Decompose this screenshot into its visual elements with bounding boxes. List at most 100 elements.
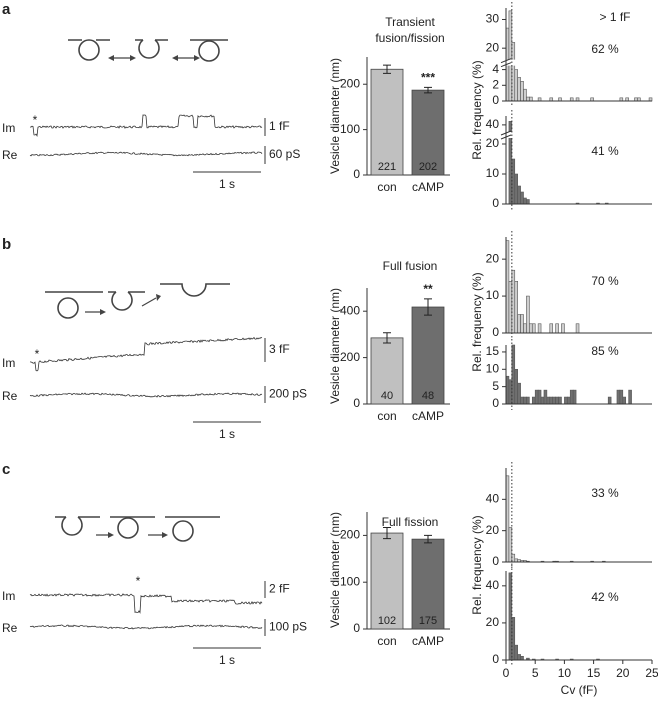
y-tick-label: 0 [492,93,499,107]
histogram-bar [572,389,577,405]
re-label: Re [2,621,18,635]
axis-break [500,132,652,138]
y-tick-label: 20 [486,523,500,537]
y-axis-label: Rel. frequency (%) [470,272,484,371]
histogram-bar [523,396,527,405]
y-tick-label: 20 [486,136,500,150]
arrowhead [108,532,168,538]
histogram-bar [555,323,559,334]
im-scale-label: 3 fF [269,342,290,356]
stimulus-marker: * [33,113,38,127]
category-label: con [377,409,396,423]
histogram-bar [517,382,521,405]
im-label: Im [2,356,15,370]
histogram-bar [517,314,521,334]
schematics [45,39,230,542]
re-trace [29,151,263,157]
percentage-label: 62 % [591,42,619,56]
vesicle [138,39,160,59]
histogram-bar [526,96,530,102]
panel-label: b [2,236,11,253]
significance: *** [421,71,435,85]
percentage-label: 85 % [591,344,619,358]
histogram-bar [564,396,568,405]
y-tick-label: 10 [486,361,500,375]
sample-size: 221 [378,161,396,173]
histogram-bar [552,396,556,405]
category-label: cAMP [412,409,444,423]
histogram-bar [628,389,632,405]
histogram-bar [619,389,624,405]
y-tick-label: 0 [353,167,360,181]
histogram-bar [537,323,542,334]
error-bar [424,298,432,316]
bar [411,538,445,630]
histogram-bar [514,644,518,661]
y-tick-label: 100 [340,574,360,588]
histogram-bar [607,396,612,405]
y-tick-label: 0 [492,325,499,339]
membrane [160,283,230,297]
y-tick-label: 0 [492,652,499,666]
histogram-bar [543,389,548,405]
histogram-bar [526,199,530,205]
y-axis-label: Vesicle diameter (nm) [328,288,342,404]
y-tick-label: 20 [486,251,500,265]
percentage-label: 70 % [591,274,619,288]
histogram-bar [558,396,562,405]
y-tick-label: 5 [492,379,499,393]
x-axis-label: Cv (fF) [561,683,598,697]
y-tick-label: 0 [353,621,360,635]
stimulus-marker: * [136,574,141,588]
histogram-bar [540,396,545,405]
category-label: cAMP [412,180,444,194]
histogram-bar [529,96,533,102]
sample-size: 102 [378,615,396,627]
histogram-bar [569,389,574,405]
histogram-bar [523,88,527,102]
error-bar [383,64,391,74]
im-label: Im [2,589,15,603]
histogram-bar [520,396,524,405]
y-tick-label: 4 [492,62,499,76]
histogram-bar [575,323,580,334]
re-trace [29,392,263,398]
arrowhead [108,55,200,61]
histogram-bar [517,77,521,102]
sample-size: 202 [419,161,437,173]
axis-break [500,59,652,66]
im-trace [29,593,263,614]
im-scale-label: 1 fF [269,119,290,133]
histogram-bar [517,185,521,205]
histogram-bar [534,389,539,405]
vesicle [78,39,100,61]
x-tick-label: 0 [503,666,510,680]
sample-size: 48 [422,390,434,402]
histogram-bar [514,173,518,205]
y-tick-label: 0 [492,196,499,210]
histogram-title: > 1 fF [599,10,630,24]
histogram-bar [520,314,524,334]
re-scale-label: 200 pS [269,387,307,401]
histogram-bar [523,197,527,205]
x-tick-label: 15 [587,666,601,680]
y-axis-label: Rel. frequency (%) [470,515,484,614]
panel-label: a [2,1,11,18]
y-tick-label: 40 [486,117,500,131]
y-tick-label: 10 [486,166,500,180]
im-label: Im [2,121,15,135]
x-tick-label: 25 [645,666,658,680]
histogram-bar [508,281,513,334]
histogram-bar [567,396,571,405]
y-tick-label: 200 [340,76,360,90]
y-tick-label: 40 [486,578,500,592]
histogram-bar [561,323,565,334]
y-tick-label: 20 [486,615,500,629]
y-tick-label: 20 [486,40,500,54]
im-trace [29,336,263,372]
category-label: con [377,180,396,194]
histogram-bar [520,191,524,205]
y-tick-label: 0 [353,396,360,410]
vesicle [117,517,139,539]
